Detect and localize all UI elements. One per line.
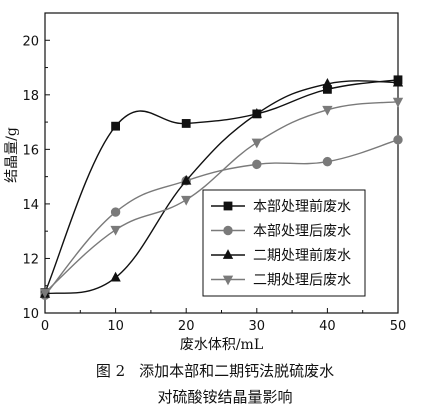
data-point	[251, 108, 262, 118]
data-point	[110, 271, 121, 282]
y-axis-ticks: 10 12 14 16 18 20	[22, 12, 50, 322]
data-point	[322, 105, 333, 116]
data-point	[252, 159, 262, 170]
x-tick-label: 20	[178, 319, 195, 334]
legend-label: 本部处理后废水	[253, 224, 351, 240]
x-tick-label: 50	[390, 319, 407, 334]
x-tick-label: 40	[319, 319, 336, 334]
data-point	[392, 76, 404, 87]
y-tick-label: 14	[22, 198, 39, 213]
legend-label: 二期处理前废水	[253, 247, 351, 264]
y-tick-label: 20	[22, 34, 39, 49]
data-point	[181, 119, 191, 128]
data-point	[39, 288, 51, 299]
legend-marker	[222, 275, 234, 286]
series-line	[44, 139, 399, 296]
legend-marker	[223, 225, 233, 236]
figure-caption-line2: 对硫酸铵结晶量影响	[157, 388, 293, 406]
legend-item: 二期处理后废水	[211, 273, 351, 289]
y-axis-label: 结晶量/g	[4, 127, 20, 183]
data-point	[251, 138, 262, 149]
y-tick-label: 18	[22, 89, 39, 104]
data-point	[181, 174, 192, 185]
legend-label: 二期处理后废水	[253, 273, 351, 289]
x-tick-label: 30	[249, 319, 266, 334]
legend-item: 本部处理前废水	[211, 198, 351, 215]
legend-item: 二期处理前废水	[211, 247, 351, 264]
series-3	[39, 76, 404, 298]
y-tick-label: 12	[22, 252, 39, 267]
figure-number: 图 2	[95, 362, 126, 380]
x-tick-label: 0	[41, 319, 49, 334]
figure-caption-line1: 图 2 添加本部和二期钙法脱硫废水	[0, 360, 430, 381]
data-point	[322, 156, 333, 167]
data-point	[392, 97, 404, 108]
data-point	[110, 225, 121, 236]
data-point	[322, 78, 333, 88]
data-point	[181, 195, 192, 206]
data-point	[110, 207, 121, 217]
figure-title: 添加本部和二期钙法脱硫废水	[139, 362, 335, 380]
x-axis-ticks: 0 10 20 30 40 50	[41, 308, 406, 334]
legend-marker	[222, 249, 234, 259]
legend-marker	[223, 201, 233, 211]
data-point	[393, 135, 403, 145]
legend-item: 本部处理后废水	[211, 224, 351, 240]
data-point	[111, 121, 120, 131]
x-axis-label: 废水体积/mL	[180, 337, 263, 353]
series-4	[39, 97, 404, 299]
y-tick-label: 16	[22, 143, 39, 158]
series-layer	[39, 75, 404, 300]
legend-label: 本部处理前废水	[253, 198, 351, 215]
y-tick-label: 10	[22, 307, 39, 322]
x-tick-label: 10	[107, 319, 124, 334]
